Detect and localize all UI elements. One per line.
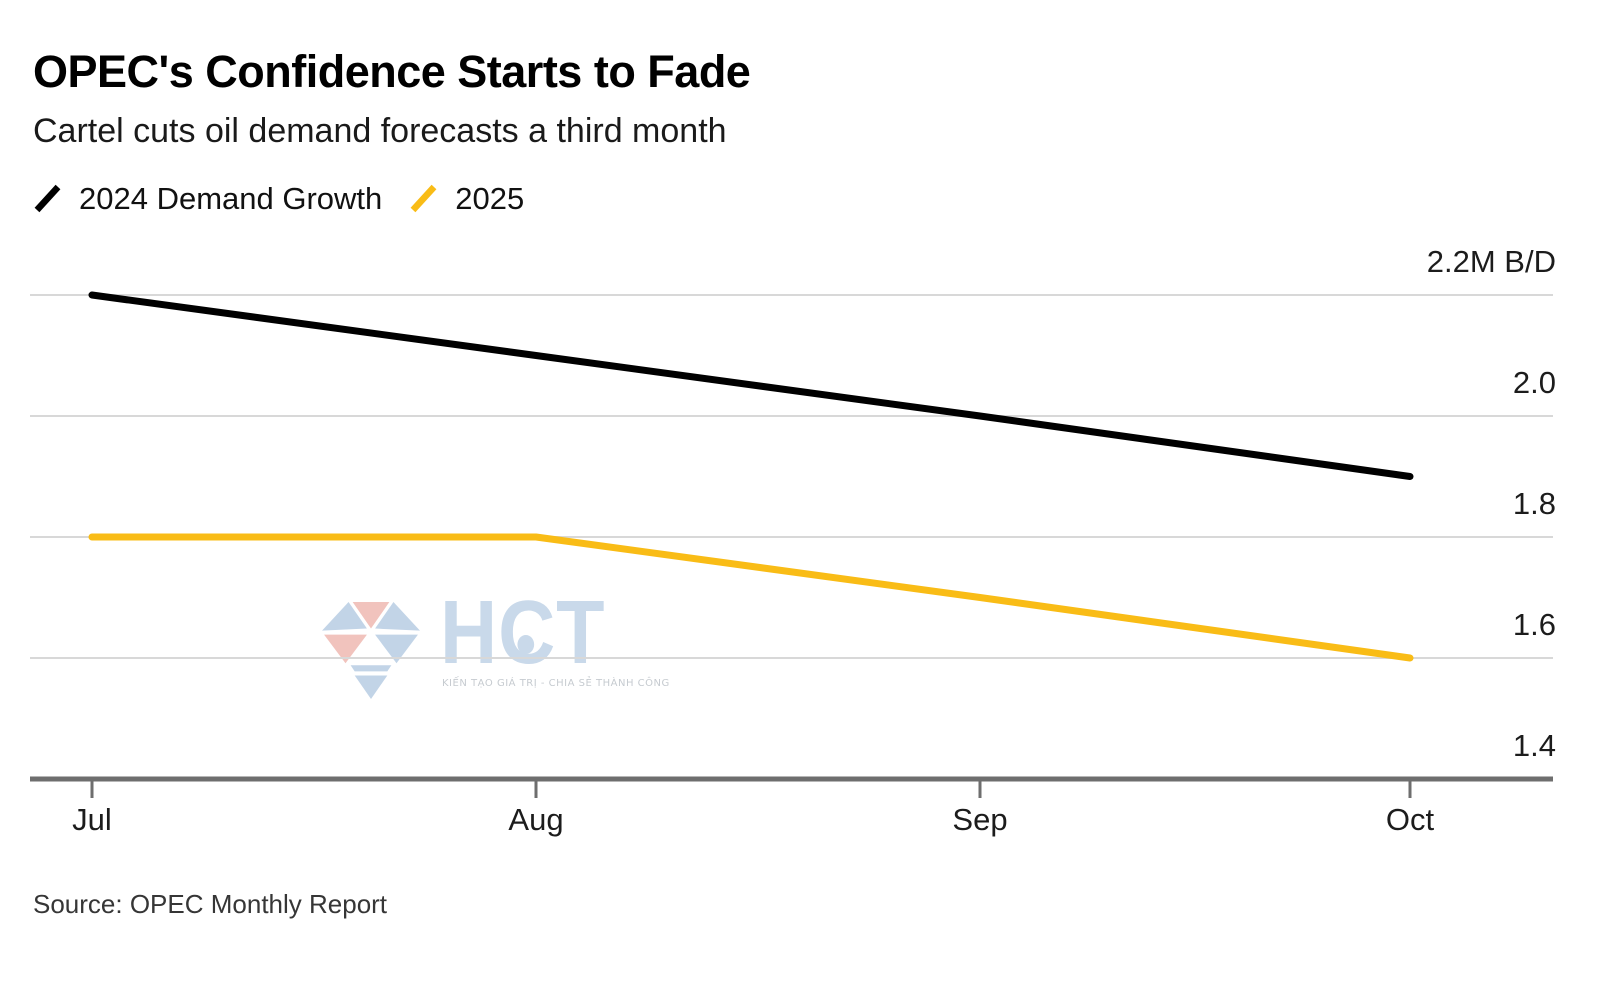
y-axis-label: 2.0	[1512, 365, 1556, 400]
x-axis-label: Jul	[72, 802, 112, 837]
legend-slash-icon	[410, 184, 437, 213]
watermark-tagline: KIẾN TẠO GIÁ TRỊ - CHIA SẺ THÀNH CÔNG	[442, 678, 670, 689]
series-line-2024-demand-growth	[88, 291, 1414, 480]
legend-item-label: 2025	[455, 181, 525, 216]
source-note: Source: OPEC Monthly Report	[33, 889, 388, 919]
legend-line-icon	[34, 184, 61, 213]
y-axis-label: 1.4	[1512, 728, 1556, 763]
y-axis-label: 1.8	[1512, 486, 1556, 521]
legend-item: 2025	[408, 181, 524, 217]
legend-line-icon	[410, 184, 437, 213]
axis-ticks	[90, 779, 1412, 798]
watermark-c-dot-icon	[517, 635, 535, 654]
legend: 2024 Demand Growth 2025	[32, 181, 524, 217]
x-axis-label: Sep	[952, 802, 1008, 837]
x-axis-label: Oct	[1385, 802, 1435, 837]
chart-title: OPEC's Confidence Starts to Fade	[33, 46, 751, 97]
y-axis-label: 2.2M B/D	[1426, 244, 1556, 279]
legend-item: 2024 Demand Growth	[32, 181, 382, 217]
watermark-text: HCT	[440, 588, 605, 678]
gridlines	[30, 294, 1553, 659]
series-line-2025	[88, 533, 1414, 662]
legend-slash-icon	[34, 184, 61, 213]
watermark: HCT KIẾN TẠO GIÁ TRỊ - CHIA SẺ THÀNH CÔN…	[312, 588, 669, 716]
x-axis-label: Aug	[508, 802, 564, 837]
watermark-letters: HCT	[440, 583, 606, 683]
y-axis-label: 1.6	[1512, 607, 1556, 642]
legend-item-label: 2024 Demand Growth	[79, 181, 383, 216]
series-lines	[88, 291, 1414, 662]
diamond-icon	[322, 602, 420, 699]
chart-subtitle: Cartel cuts oil demand forecasts a third…	[33, 112, 727, 150]
